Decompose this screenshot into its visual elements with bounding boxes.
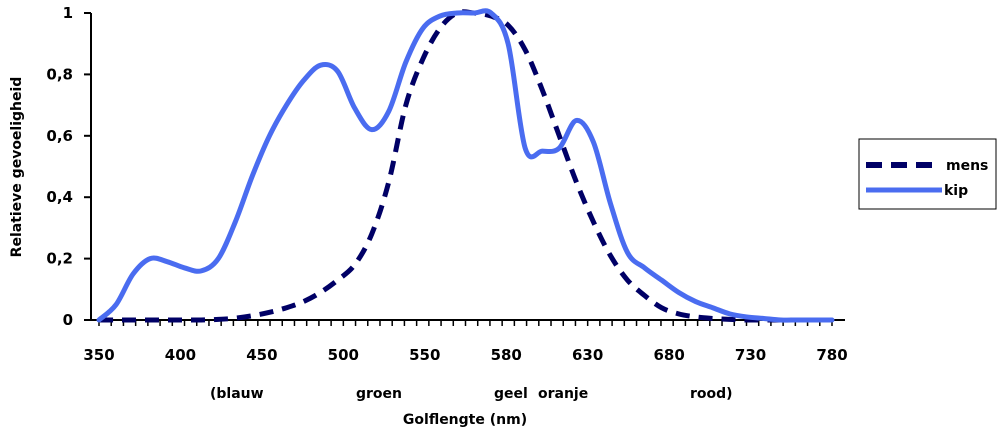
plot-area: [84, 8, 845, 326]
legend-label-mens: mens: [946, 158, 988, 174]
series-line-mens: [98, 9, 832, 323]
x-tick-label: 400: [165, 346, 196, 364]
y-tick-label: 0,2: [46, 250, 73, 268]
y-tick-label: 1: [63, 4, 73, 22]
color-labels: (blauw groen geel oranje rood): [210, 386, 733, 402]
x-tick-label: 730: [735, 346, 766, 364]
y-tick-label: 0,4: [46, 188, 73, 206]
legend: mens kip: [858, 138, 997, 210]
x-tick-label: 780: [816, 346, 847, 364]
x-tick-label: 550: [409, 346, 440, 364]
color-label-green: groen: [356, 386, 402, 402]
y-tick-labels: 0 0,2 0,4 0,6 0,8 1: [46, 4, 73, 329]
x-axis-title: Golflengte (nm): [403, 412, 527, 428]
color-label-red: rood): [690, 386, 733, 402]
x-tick-label: 350: [83, 346, 114, 364]
x-tick-label: 580: [491, 346, 522, 364]
x-tick-label: 680: [653, 346, 684, 364]
legend-box: [858, 138, 997, 210]
legend-label-kip: kip: [944, 183, 968, 199]
x-tick-labels: 350 400 450 500 550 580 630 680 730 780: [83, 346, 847, 364]
y-tick-label: 0: [63, 311, 73, 329]
color-label-blue: (blauw: [210, 386, 264, 402]
y-ticks: [84, 12, 91, 321]
y-tick-label: 0,8: [46, 65, 73, 83]
x-tick-label: 450: [246, 346, 277, 364]
color-label-yellow: geel: [494, 386, 528, 402]
x-tick-label: 630: [572, 346, 603, 364]
color-label-orange: oranje: [538, 386, 588, 402]
series-group: [96, 8, 835, 323]
x-tick-label: 500: [328, 346, 359, 364]
y-axis-title: Relatieve gevoeligheid: [9, 77, 25, 258]
series-line-kip: [96, 8, 835, 323]
y-tick-label: 0,6: [46, 127, 73, 145]
